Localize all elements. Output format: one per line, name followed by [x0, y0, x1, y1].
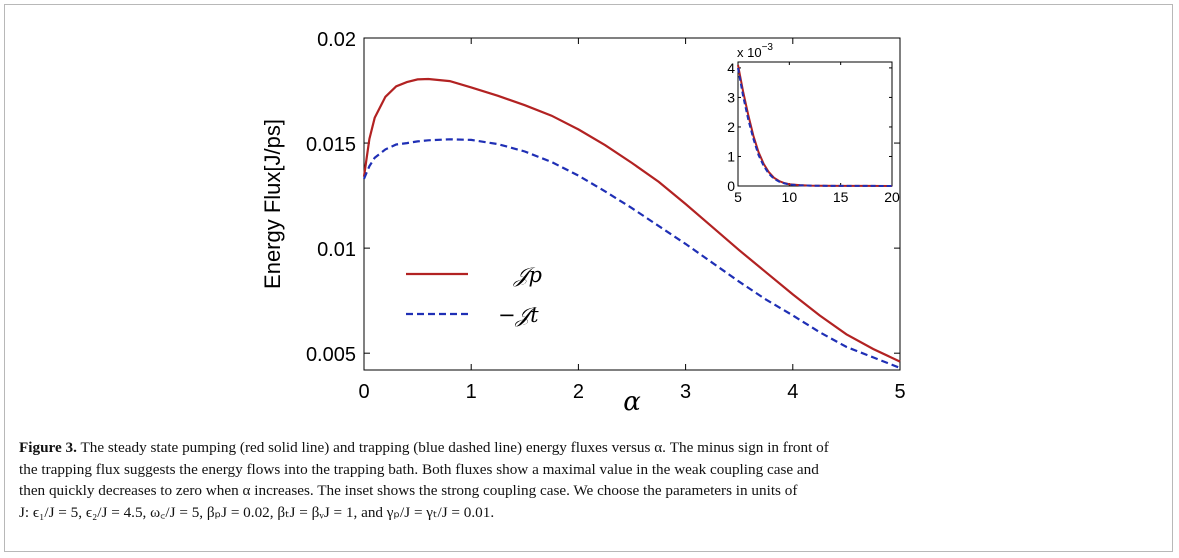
main-axes-box — [363, 37, 901, 371]
main-x-tick-label: 4 — [787, 381, 798, 403]
inset-exponent-power: −3 — [762, 42, 774, 53]
inset-axes-box — [737, 61, 893, 187]
inset-y-tick-label: 3 — [727, 89, 735, 105]
caption-text-1: The steady state pumping (red solid line… — [76, 439, 829, 456]
y-axis-label: Energy Flux[J/ps] — [260, 119, 285, 289]
figure-frame — [4, 4, 1173, 552]
x-axis-label: α — [623, 387, 641, 417]
inset-x-tick-label: 20 — [884, 189, 900, 205]
inset-y-tick-label: 4 — [727, 60, 735, 76]
caption-line-1: Figure 3. The steady state pumping (red … — [19, 437, 1154, 459]
caption-line-3: then quickly decreases to zero when α in… — [19, 482, 798, 499]
inset-y-tick-label: 1 — [727, 148, 735, 164]
main-series-line-jp — [362, 77, 901, 363]
main-y-tick-label: 0.005 — [306, 344, 356, 366]
inset-lines — [737, 64, 893, 187]
inset-x-tick-label: 15 — [833, 189, 849, 205]
caption-label: Figure 3. — [19, 439, 77, 456]
main-y-tick-label: 0.01 — [317, 239, 356, 261]
main-y-tick-label: 0.015 — [306, 134, 356, 156]
legend-label-jp: 𝒥p — [513, 263, 542, 287]
inset-series-line-jt — [737, 67, 893, 187]
inset-x-tick-label: 5 — [734, 189, 742, 205]
main-lines — [362, 77, 901, 369]
caption-line-4: J: ϵ₁/J = 5, ϵ₂/J = 4.5, ω꜀/J = 5, βₚJ =… — [19, 503, 495, 521]
inset-x-tick-label: 10 — [782, 189, 798, 205]
inset-exponent-base: x 10 — [737, 45, 762, 60]
inset-exponent-label: x 10−3 — [737, 42, 773, 60]
legend-label-jt: −𝒥t — [498, 303, 539, 327]
inset-y-tick-label: 0 — [727, 178, 735, 194]
main-x-tick-label: 0 — [358, 381, 369, 403]
main-x-tick-label: 1 — [466, 381, 477, 403]
legend: 𝒥p −𝒥t — [406, 263, 542, 327]
main-y-tick-label: 0.02 — [317, 29, 356, 51]
main-ticks: 0 1 2 3 4 5 0.005 0.01 0.015 0.02 — [306, 29, 906, 403]
main-series-line-jt — [362, 138, 901, 369]
inset-y-tick-label: 2 — [727, 119, 735, 135]
main-x-tick-label: 2 — [573, 381, 584, 403]
main-x-tick-label: 3 — [680, 381, 691, 403]
caption-line-2: the trapping flux suggests the energy fl… — [19, 460, 819, 478]
figure-plot: 0 1 2 3 4 5 0.005 0.01 0.015 0.02 Energy Flux[J/p… — [260, 29, 906, 417]
inset-ticks: 5 10 15 20 0 1 2 3 4 — [727, 60, 900, 205]
main-x-tick-label: 5 — [894, 381, 905, 403]
figure-caption: Figure 3. The steady state pumping (red … — [19, 437, 1154, 523]
